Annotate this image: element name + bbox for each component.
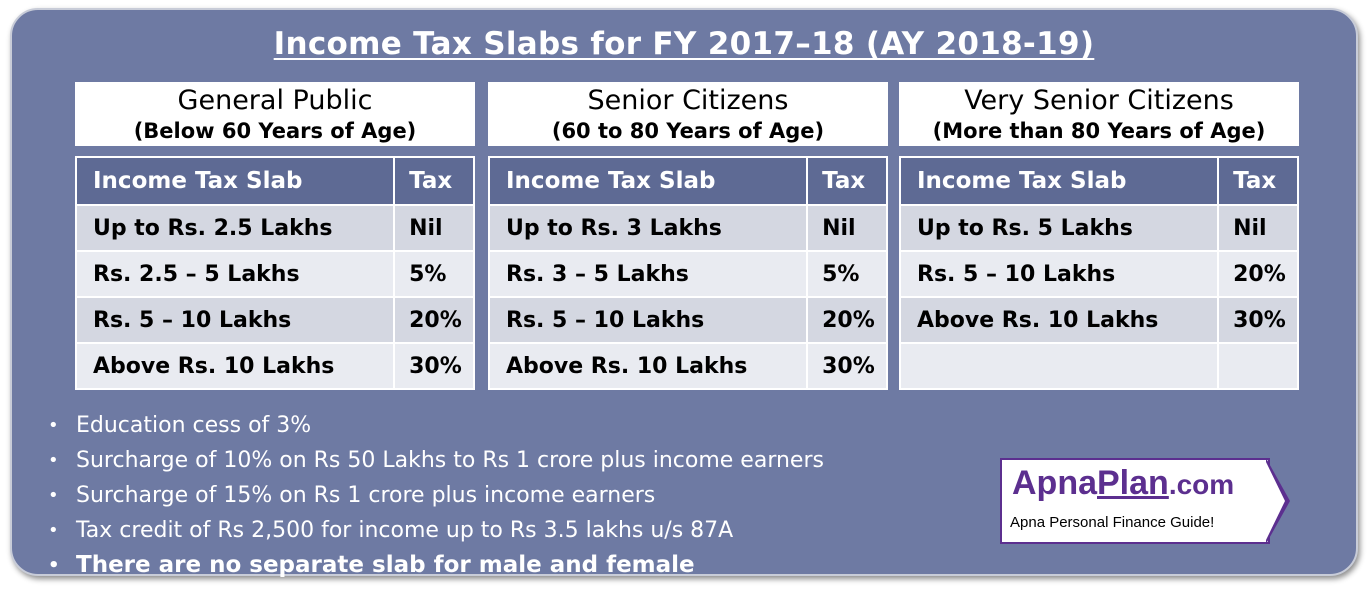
tax-slab-panel: Income Tax Slabs for FY 2017–18 (AY 2018…	[10, 8, 1358, 578]
slab-table: Income Tax Slab Tax Up to Rs. 3 Lakhs Ni…	[487, 156, 888, 390]
logo-arrow-inner	[1266, 462, 1285, 540]
table-row: Up to Rs. 2.5 Lakhs Nil	[74, 204, 475, 252]
list-item: • Surcharge of 15% on Rs 1 crore plus inc…	[48, 478, 824, 513]
tax-cell	[1217, 342, 1299, 390]
apnaplan-logo[interactable]: ApnaPlan.com Apna Personal Finance Guide…	[1000, 458, 1302, 544]
column-header-tax: Tax	[1217, 156, 1299, 206]
slab-cell	[898, 342, 1220, 390]
tax-cell: 5%	[393, 250, 475, 298]
bullet-icon: •	[48, 555, 60, 576]
bullet-icon: •	[48, 520, 59, 541]
note-text: Surcharge of 15% on Rs 1 crore plus inco…	[76, 483, 656, 508]
tax-cell: 30%	[1217, 296, 1299, 344]
table-row: Rs. 5 – 10 Lakhs 20%	[74, 296, 475, 344]
column-header-slab: Income Tax Slab	[74, 156, 396, 206]
note-text: Surcharge of 10% on Rs 50 Lakhs to Rs 1 …	[76, 448, 824, 473]
table-row: Above Rs. 10 Lakhs 30%	[74, 342, 475, 390]
slab-cell: Up to Rs. 5 Lakhs	[898, 204, 1220, 252]
group-senior-citizens: Senior Citizens (60 to 80 Years of Age) …	[487, 82, 888, 390]
slab-cell: Above Rs. 10 Lakhs	[74, 342, 396, 390]
column-header-tax: Tax	[806, 156, 888, 206]
slab-table: Income Tax Slab Tax Up to Rs. 5 Lakhs Ni…	[898, 156, 1299, 390]
column-header-tax: Tax	[393, 156, 475, 206]
table-row: Up to Rs. 3 Lakhs Nil	[487, 204, 888, 252]
table-row: Above Rs. 10 Lakhs 30%	[487, 342, 888, 390]
slab-table: Income Tax Slab Tax Up to Rs. 2.5 Lakhs …	[74, 156, 475, 390]
group-subtitle: (60 to 80 Years of Age)	[551, 119, 825, 143]
tax-cell: 30%	[393, 342, 475, 390]
logo-part-com: .com	[1168, 469, 1235, 500]
table-row: Up to Rs. 5 Lakhs Nil	[898, 204, 1299, 252]
group-header: Very Senior Citizens (More than 80 Years…	[899, 82, 1299, 146]
note-text: There are no separate slab for male and …	[76, 552, 695, 578]
tax-cell: Nil	[393, 204, 475, 252]
table-row: Rs. 5 – 10 Lakhs 20%	[898, 250, 1299, 298]
slab-cell: Rs. 5 – 10 Lakhs	[898, 250, 1220, 298]
list-item: • Surcharge of 10% on Rs 50 Lakhs to Rs 1…	[48, 443, 824, 478]
tax-cell: 20%	[393, 296, 475, 344]
bullet-icon: •	[48, 415, 59, 436]
page-title: Income Tax Slabs for FY 2017–18 (AY 2018…	[273, 26, 1095, 62]
logo-wordmark: ApnaPlan.com	[1012, 464, 1234, 503]
bullet-icon: •	[48, 485, 59, 506]
logo-tagline: Apna Personal Finance Guide!	[1010, 514, 1215, 531]
logo-part-apna: Apna	[1012, 464, 1097, 502]
tax-cell: Nil	[806, 204, 888, 252]
list-item: • Tax credit of Rs 2,500 for income up to…	[48, 513, 824, 548]
list-item: • There are no separate slab for male and…	[48, 548, 824, 583]
group-general-public: General Public (Below 60 Years of Age) I…	[74, 82, 475, 390]
table-row: Rs. 5 – 10 Lakhs 20%	[487, 296, 888, 344]
table-row: Rs. 2.5 – 5 Lakhs 5%	[74, 250, 475, 298]
tax-cell: 5%	[806, 250, 888, 298]
table-row: Above Rs. 10 Lakhs 30%	[898, 296, 1299, 344]
group-subtitle: (More than 80 Years of Age)	[932, 119, 1266, 143]
group-header: Senior Citizens (60 to 80 Years of Age)	[488, 82, 888, 146]
column-header-slab: Income Tax Slab	[487, 156, 809, 206]
group-very-senior-citizens: Very Senior Citizens (More than 80 Years…	[898, 82, 1299, 390]
slab-cell: Rs. 5 – 10 Lakhs	[487, 296, 809, 344]
tax-cell: 20%	[806, 296, 888, 344]
group-header: General Public (Below 60 Years of Age)	[75, 82, 475, 146]
table-row: Rs. 3 – 5 Lakhs 5%	[487, 250, 888, 298]
slab-cell: Up to Rs. 3 Lakhs	[487, 204, 809, 252]
slab-cell: Above Rs. 10 Lakhs	[487, 342, 809, 390]
slab-cell: Rs. 3 – 5 Lakhs	[487, 250, 809, 298]
group-name: Very Senior Citizens	[964, 85, 1234, 116]
slab-cell: Rs. 2.5 – 5 Lakhs	[74, 250, 396, 298]
group-name: General Public	[177, 85, 373, 116]
notes-list: • Education cess of 3% • Surcharge of 10% …	[48, 408, 824, 583]
column-header-slab: Income Tax Slab	[898, 156, 1220, 206]
slab-cell: Up to Rs. 2.5 Lakhs	[74, 204, 396, 252]
note-text: Education cess of 3%	[76, 413, 312, 438]
group-subtitle: (Below 60 Years of Age)	[133, 119, 417, 143]
tax-cell: 30%	[806, 342, 888, 390]
bullet-icon: •	[48, 450, 59, 471]
tax-cell: 20%	[1217, 250, 1299, 298]
group-name: Senior Citizens	[587, 85, 789, 116]
table-row	[898, 342, 1299, 390]
tax-cell: Nil	[1217, 204, 1299, 252]
slab-cell: Rs. 5 – 10 Lakhs	[74, 296, 396, 344]
logo-frame	[1000, 458, 1270, 544]
logo-part-plan: Plan	[1097, 464, 1169, 502]
note-text: Tax credit of Rs 2,500 for income up to …	[76, 518, 734, 543]
list-item: • Education cess of 3%	[48, 408, 824, 443]
slab-cell: Above Rs. 10 Lakhs	[898, 296, 1220, 344]
